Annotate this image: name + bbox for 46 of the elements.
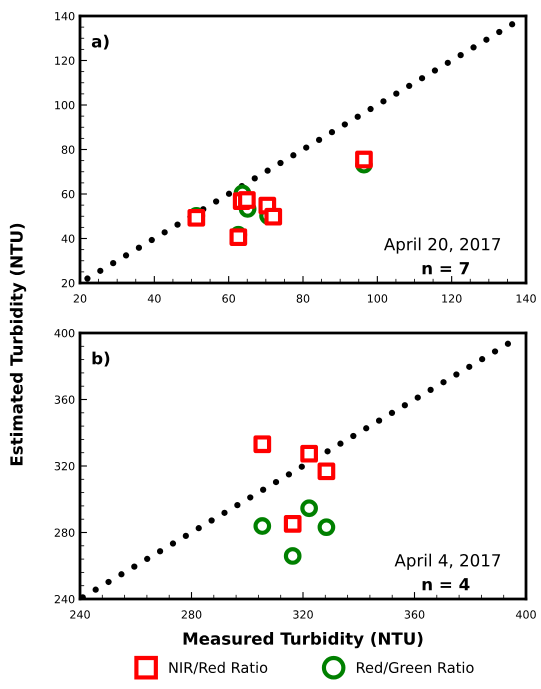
x-tick-label: 120 <box>442 294 462 303</box>
y-tick-label: 40 <box>62 234 74 243</box>
x-axis-title: Measured Turbidity (NTU) <box>184 632 422 648</box>
point <box>300 444 318 463</box>
annotation: b) <box>92 352 110 366</box>
annotation: n = 7 <box>422 262 469 274</box>
x-tick-label: 140 <box>516 294 536 303</box>
point <box>300 499 318 518</box>
point <box>229 228 248 246</box>
annotation: a) <box>92 34 109 50</box>
y-tick-label: 400 <box>54 328 74 338</box>
y-axis-title: Estimated Turbidity (NTU) <box>10 224 26 466</box>
y-tick-label: 20 <box>62 278 74 288</box>
legend-label: Red/Green Ratio <box>356 662 474 674</box>
point <box>318 462 336 480</box>
x-tick-label: 280 <box>182 610 202 619</box>
annotation: April 4, 2017 <box>394 554 500 570</box>
x-tick-label: 240 <box>70 610 90 619</box>
point <box>318 518 336 536</box>
x-tick-label: 100 <box>368 294 388 303</box>
point <box>284 547 302 565</box>
annotation: April 20, 2017 <box>384 238 500 254</box>
annotation: n = 4 <box>422 578 470 590</box>
x-tick-label: 320 <box>293 610 313 619</box>
point <box>253 517 272 535</box>
y-tick-label: 140 <box>55 12 74 20</box>
y-tick-label: 280 <box>54 528 74 537</box>
x-tick-label: 60 <box>222 294 235 303</box>
point <box>264 208 282 226</box>
y-tick-label: 320 <box>54 462 74 470</box>
x-tick-label: 360 <box>404 610 424 619</box>
point <box>284 515 302 533</box>
x-tick-label: 400 <box>516 610 536 619</box>
y-tick-label: 100 <box>55 100 74 110</box>
y-tick-label: 80 <box>62 145 74 154</box>
point <box>355 150 373 168</box>
point <box>253 435 272 454</box>
y-tick-label: 60 <box>62 190 74 198</box>
legend-label: NIR/Red Ratio <box>169 662 268 674</box>
point <box>238 191 256 209</box>
x-tick-label: 80 <box>296 294 310 303</box>
y-tick-label: 360 <box>54 395 74 404</box>
y-tick-label: 120 <box>55 56 74 65</box>
x-tick-label: 40 <box>148 294 161 303</box>
x-tick-label: 20 <box>74 294 86 303</box>
y-tick-label: 240 <box>54 594 74 604</box>
